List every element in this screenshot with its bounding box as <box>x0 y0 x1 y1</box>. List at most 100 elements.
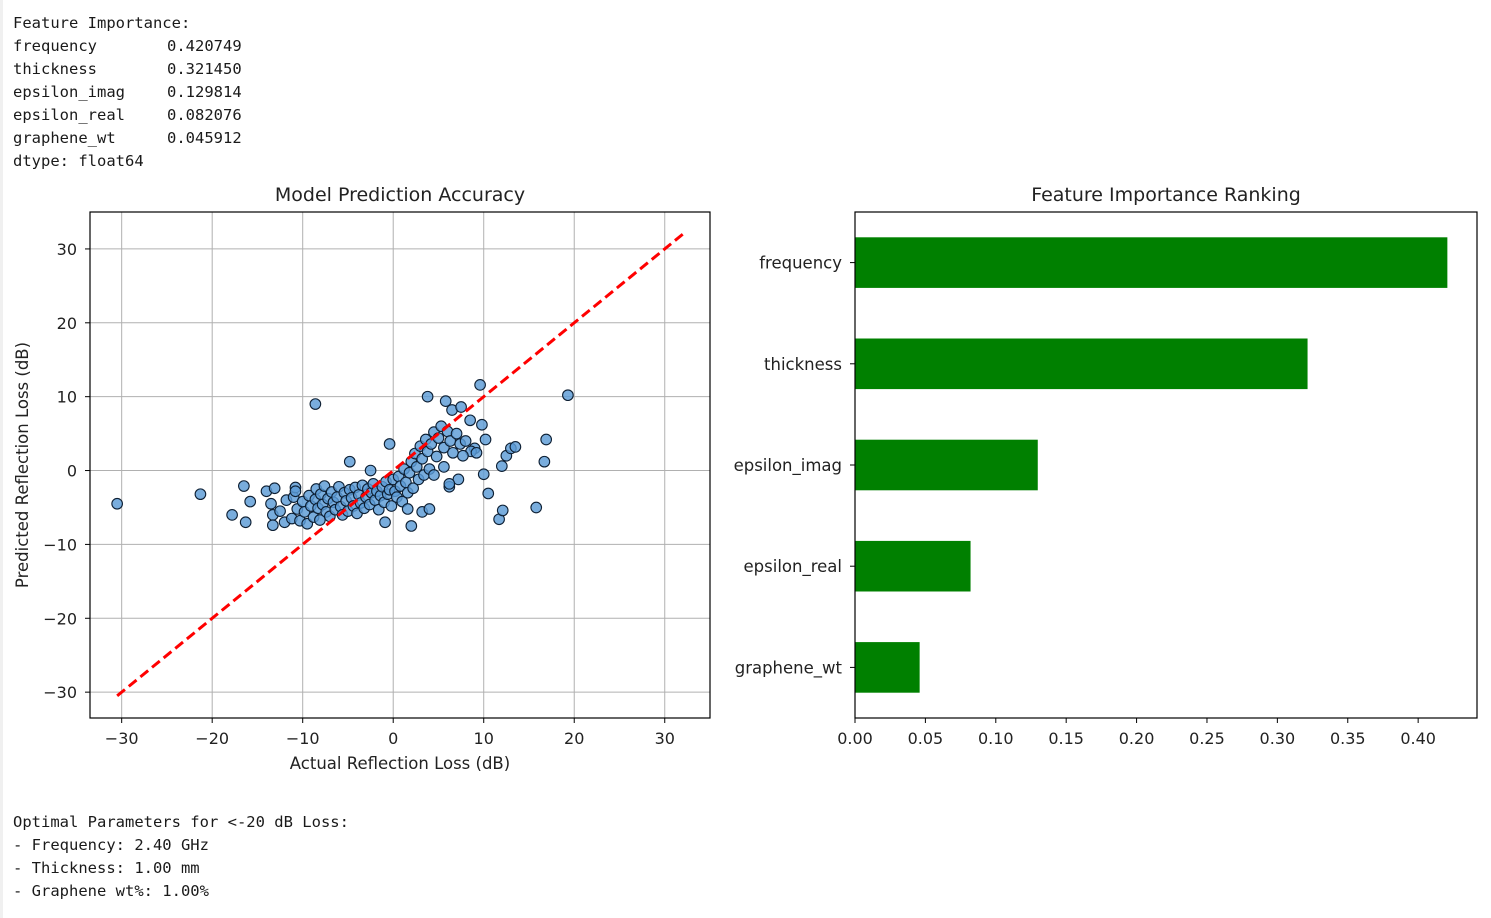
bar-epsilon_imag <box>855 439 1038 491</box>
scatter-point <box>464 414 476 427</box>
bar-chart: frequency thickness epsilon_imag epsilon_re… <box>734 184 1478 748</box>
parameter-line: - Graphene wt%: 1.00% <box>13 882 209 900</box>
scatter-point <box>428 469 440 481</box>
scatter-point <box>430 450 443 463</box>
optimal-parameters-lines: - Frequency: 2.40 GHz - Thickness: 1.00 m… <box>13 834 349 903</box>
scatter-point <box>410 460 423 473</box>
plot-frame <box>89 211 711 719</box>
plot-frame <box>854 211 1478 719</box>
x-tick-label: 0.35 <box>1330 729 1366 748</box>
scatter-point <box>385 500 398 512</box>
x-tick-label: 0.40 <box>1400 729 1436 748</box>
category-label: epsilon_real <box>744 557 842 577</box>
parameter-line: - Frequency: 2.40 GHz <box>13 836 209 854</box>
scatter-point <box>238 480 250 492</box>
feature-value: 0.129814 <box>167 83 242 101</box>
bar-graphene_wt <box>855 642 920 693</box>
feature-importance-row: thickness 0.321450 <box>13 58 242 81</box>
scatter-point <box>438 460 450 473</box>
scatter-point <box>443 477 456 490</box>
scatter-point <box>423 503 436 515</box>
feature-value: 0.420749 <box>167 37 242 55</box>
y-tick-label: −10 <box>43 535 77 554</box>
output-header: Optimal Parameters for <-20 dB Loss: <box>13 813 349 831</box>
perfect-prediction-line <box>116 232 684 698</box>
x-tick-label: 30 <box>655 729 675 748</box>
scatter-point <box>314 514 326 526</box>
scatter-point <box>309 398 322 410</box>
optimal-parameters-output: Optimal Parameters for <-20 dB Loss: - F… <box>13 811 349 903</box>
y-tick-label: −30 <box>43 683 77 702</box>
scatter-point <box>459 435 472 447</box>
scatter-point <box>476 418 488 431</box>
y-tick-label: 10 <box>57 388 77 407</box>
y-tick-label: 30 <box>57 240 77 259</box>
scatter-point <box>477 468 490 481</box>
feature-name: epsilon_real <box>13 106 125 124</box>
bar-thickness <box>855 338 1308 390</box>
x-tick-label: 0 <box>388 729 398 748</box>
scatter-point <box>479 433 492 446</box>
category-label: frequency <box>759 254 842 273</box>
scatter-point <box>455 401 467 413</box>
scatter-point <box>289 485 302 498</box>
x-tick-label: −20 <box>195 729 229 748</box>
feature-importance-row: frequency 0.420749 <box>13 35 242 58</box>
scatter-point <box>274 505 286 518</box>
output-header: Feature Importance: <box>13 14 191 32</box>
bar-frequency <box>855 237 1448 288</box>
scatter-point <box>509 441 522 453</box>
feature-importance-row: epsilon_real 0.082076 <box>13 104 242 127</box>
scatter-point <box>538 455 551 468</box>
y-tick-label: 0 <box>67 462 77 481</box>
scatter-point <box>407 482 419 495</box>
scatter-point <box>343 455 356 468</box>
scatter-point <box>265 497 277 510</box>
cell-gutter <box>0 0 3 918</box>
scatter-point <box>474 379 486 391</box>
scatter-point <box>111 497 124 510</box>
category-label: thickness <box>764 355 842 374</box>
chart-title: Model Prediction Accuracy <box>275 184 525 206</box>
chart-title: Feature Importance Ranking <box>1031 184 1301 206</box>
scatter-point <box>421 390 434 403</box>
scatter-point <box>530 501 543 514</box>
y-tick-label: 20 <box>57 314 77 333</box>
feature-importance-row: graphene_wt 0.045912 <box>13 127 242 150</box>
feature-name: graphene_wt <box>13 129 116 147</box>
feature-name: frequency <box>13 37 97 55</box>
scatter-point <box>482 487 495 500</box>
scatter-point <box>496 504 509 517</box>
scatter-point <box>540 433 553 446</box>
scatter-point <box>470 446 483 459</box>
scatter-point <box>450 427 463 440</box>
scatter-point <box>383 438 396 450</box>
feature-importance-row: epsilon_imag 0.129814 <box>13 81 242 104</box>
feature-value: 0.321450 <box>167 60 242 78</box>
scatter-point <box>457 449 469 462</box>
feature-value: 0.045912 <box>167 129 242 147</box>
scatter-point <box>447 446 459 459</box>
x-tick-label: −10 <box>286 729 320 748</box>
x-tick-label: 0.05 <box>908 729 944 748</box>
scatter-point <box>379 516 391 529</box>
figure: −30 −20 −10 0 10 20 30 −30 −20 −10 0 10 20 30 Model Pr… <box>13 184 1478 773</box>
x-tick-label: 10 <box>474 729 494 748</box>
x-tick-label: 0.25 <box>1189 729 1225 748</box>
scatter-point <box>439 395 452 407</box>
x-tick-label: 20 <box>564 729 584 748</box>
x-tick-label: 0.30 <box>1260 729 1296 748</box>
x-tick-label: 0.20 <box>1119 729 1155 748</box>
feature-importance-rows: frequency 0.420749 thickness 0.321450 epsilo… <box>13 35 242 150</box>
scatter-point <box>266 519 279 532</box>
scatter-point <box>244 495 257 508</box>
category-label: graphene_wt <box>735 658 843 678</box>
bar-epsilon_real <box>855 540 971 592</box>
scatter-point <box>401 503 414 515</box>
x-tick-label: 0.10 <box>978 729 1014 748</box>
scatter-chart: −30 −20 −10 0 10 20 30 −30 −20 −10 0 10 20 30 Model Pr… <box>13 184 711 773</box>
output-dtype: dtype: float64 <box>13 152 144 170</box>
x-tick-label: 0.00 <box>837 729 873 748</box>
y-axis-label: Predicted Reflection Loss (dB) <box>13 342 32 588</box>
feature-name: epsilon_imag <box>13 83 125 101</box>
